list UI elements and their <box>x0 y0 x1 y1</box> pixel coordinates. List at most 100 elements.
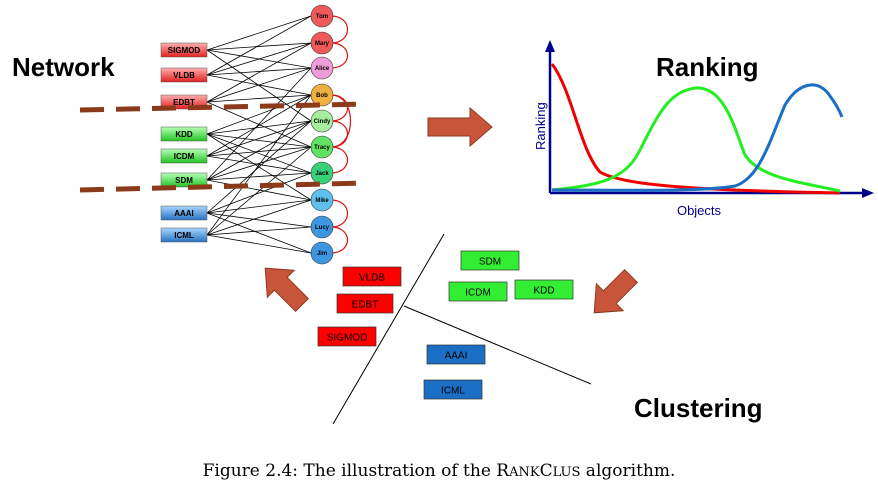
y-axis-arrowhead <box>545 40 555 52</box>
author-node-lucy: Lucy <box>310 215 334 239</box>
author-node-tom: Tom <box>310 4 334 28</box>
venue-label: AAAI <box>174 209 194 218</box>
figure-caption: Figure 2.4: The illustration of the RANK… <box>203 461 676 481</box>
network-edge <box>206 146 312 236</box>
cluster-box-kdd: KDD <box>514 279 574 300</box>
network-edge <box>206 49 312 122</box>
venue-label: VLDB <box>173 71 195 80</box>
author-circle <box>310 83 334 107</box>
author-circle <box>310 56 334 80</box>
network-edge <box>206 42 312 103</box>
network-edge <box>206 234 312 254</box>
network-edge <box>206 15 312 51</box>
author-circle <box>310 241 334 265</box>
author-label: Jack <box>315 171 329 177</box>
author-nodes: Tom Mary Alice Bob Cindy Tracy Jack Mike Lucy Jim <box>310 4 334 265</box>
network-edge <box>206 172 312 214</box>
cluster-box-rect <box>514 279 574 300</box>
cluster-box-rect <box>423 379 483 400</box>
cluster-box-rect <box>342 266 402 287</box>
venue-box <box>160 227 208 243</box>
caption-c: C <box>540 461 553 481</box>
author-label: Bob <box>316 93 328 99</box>
author-circle <box>310 215 334 239</box>
cluster-box-label: AAAI <box>445 351 468 362</box>
network-edge <box>206 226 312 236</box>
cluster-box-label: KDD <box>533 286 554 297</box>
network-edge <box>206 42 312 76</box>
cluster-box-rect <box>336 293 394 314</box>
author-circle <box>310 161 334 185</box>
author-circle <box>310 109 334 133</box>
author-coauthor-links <box>330 15 351 254</box>
network-edge <box>206 42 312 51</box>
venue-box <box>160 67 208 83</box>
author-circle <box>310 188 334 212</box>
ranking-curve-blue <box>551 83 844 192</box>
cluster-box-label: VLDB <box>359 273 385 284</box>
author-circle <box>310 135 334 159</box>
author-node-bob: Bob <box>310 83 334 107</box>
caption-r: R <box>496 461 510 481</box>
network-edge <box>206 172 312 181</box>
venue-label: ICML <box>174 231 194 240</box>
cluster-box-label: SDM <box>479 257 501 268</box>
author-node-mary: Mary <box>310 31 334 55</box>
author-label: Mary <box>315 41 330 47</box>
network-edge <box>206 146 312 157</box>
x-axis-arrowhead <box>862 188 874 198</box>
ranking-title: Ranking <box>656 52 759 82</box>
author-label: Tom <box>316 14 328 20</box>
coauthor-link <box>330 199 348 228</box>
venue-box <box>160 172 208 188</box>
venue-nodes: SIGMOD VLDB EDBT KDD ICDM SDM AAAI ICML <box>160 42 208 243</box>
author-label: Alice <box>315 66 330 72</box>
cluster-separators <box>332 233 592 425</box>
network-edge <box>206 133 312 174</box>
venue-node-icdm: ICDM <box>160 148 208 164</box>
network-edge <box>206 120 312 181</box>
network-edge <box>206 67 312 181</box>
cluster-box-icml: ICML <box>423 379 483 400</box>
network-edge <box>206 94 312 236</box>
venue-label: SIGMOD <box>168 46 201 55</box>
network-title: Network <box>12 52 115 82</box>
network-edge <box>206 120 312 214</box>
network-edges <box>206 15 312 254</box>
venue-node-icml: ICML <box>160 227 208 243</box>
cluster-box-label: ICDM <box>465 288 491 299</box>
caption-suffix: algorithm. <box>580 461 675 481</box>
author-label: Lucy <box>315 225 330 231</box>
author-circle <box>310 31 334 55</box>
network-edge <box>206 15 312 76</box>
cluster-separator-diagonal <box>332 233 445 425</box>
cluster-box-rect <box>460 250 520 271</box>
venue-node-sigmod: SIGMOD <box>160 42 208 58</box>
arrow-to-ranking <box>427 106 493 148</box>
network-edge <box>206 120 312 135</box>
network-edge <box>206 120 312 157</box>
arrow-to-network <box>264 267 310 313</box>
venue-box <box>160 126 208 142</box>
venue-node-vldb: VLDB <box>160 67 208 83</box>
cluster-box-rect <box>448 281 508 302</box>
venue-node-aaai: AAAI <box>160 205 208 221</box>
cluster-separator-horizontal <box>403 305 592 385</box>
author-label: Mike <box>315 198 329 204</box>
network-edge <box>206 67 312 103</box>
ranking-curve-green <box>551 86 841 193</box>
venue-label: KDD <box>175 130 193 139</box>
coauthor-link <box>330 94 351 148</box>
coauthor-link <box>330 15 348 44</box>
cluster-box-vldb: VLDB <box>342 266 402 287</box>
coauthor-link <box>330 42 348 69</box>
network-edge <box>206 179 312 201</box>
author-node-alice: Alice <box>310 56 334 80</box>
network-edge <box>206 212 312 254</box>
cluster-box-label: EDBT <box>352 300 379 311</box>
coauthor-link <box>330 226 348 254</box>
partition-cut-line-lower <box>79 180 366 193</box>
venue-box <box>160 42 208 58</box>
caption-prefix: Figure 2.4: The illustration of the <box>203 461 497 481</box>
